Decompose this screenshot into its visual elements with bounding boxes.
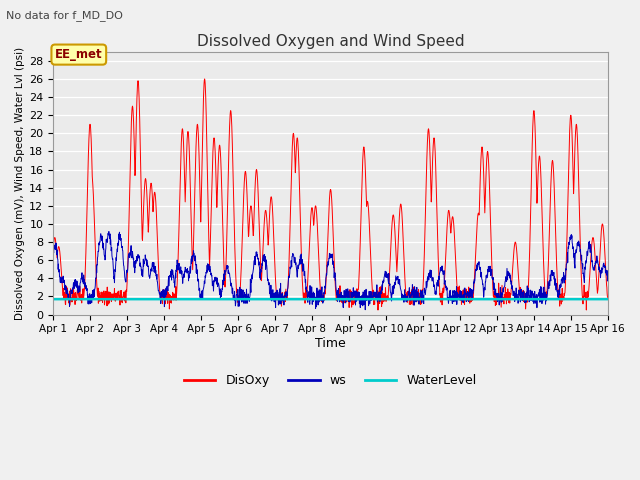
Y-axis label: Dissolved Oxygen (mV), Wind Speed, Water Lvl (psi): Dissolved Oxygen (mV), Wind Speed, Water… bbox=[15, 47, 25, 320]
Text: No data for f_MD_DO: No data for f_MD_DO bbox=[6, 10, 124, 21]
Legend: DisOxy, ws, WaterLevel: DisOxy, ws, WaterLevel bbox=[179, 370, 482, 393]
Title: Dissolved Oxygen and Wind Speed: Dissolved Oxygen and Wind Speed bbox=[196, 34, 464, 49]
Text: EE_met: EE_met bbox=[55, 48, 102, 61]
X-axis label: Time: Time bbox=[315, 337, 346, 350]
